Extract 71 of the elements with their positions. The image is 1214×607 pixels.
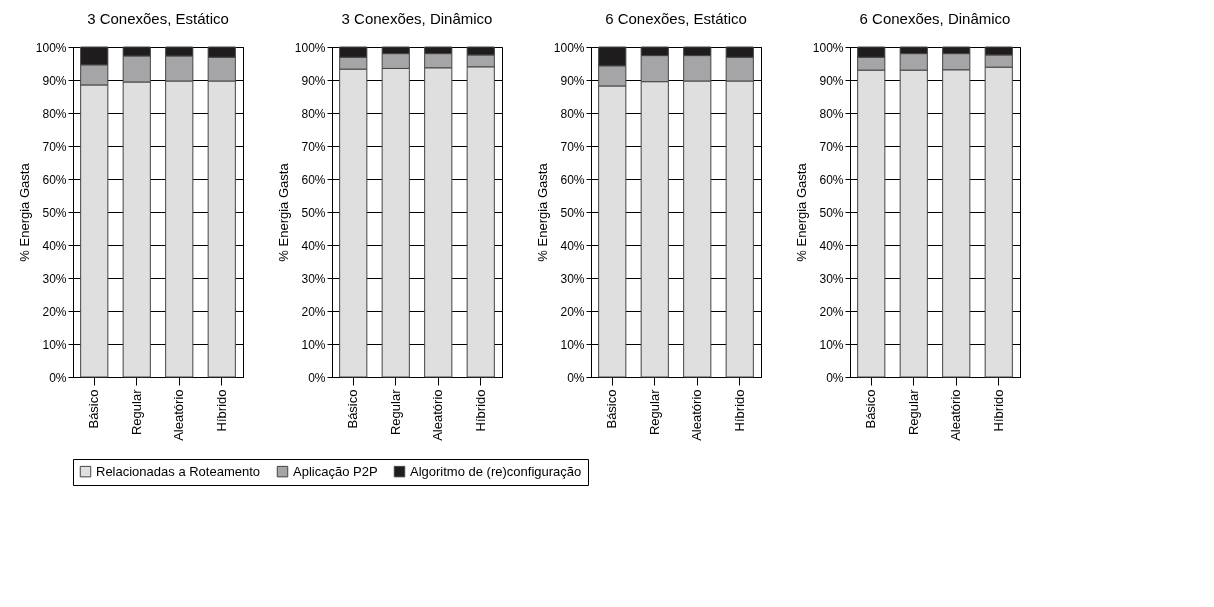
y-tick-label: 50%: [819, 205, 844, 220]
y-tick-label: 90%: [301, 73, 326, 88]
y-tick-label: 80%: [819, 106, 844, 121]
y-tick-label: 30%: [301, 271, 326, 286]
x-tick-label: Básico: [604, 389, 620, 429]
x-tick-label: Híbrido: [213, 389, 229, 432]
x-tick-label: Híbrido: [472, 389, 488, 432]
x-tick-label: Híbrido: [990, 389, 1006, 432]
y-axis-title: % Energia Gasta: [16, 162, 32, 262]
y-tick-label: 40%: [301, 238, 326, 253]
y-tick-label: 40%: [42, 238, 67, 253]
y-tick-label: 70%: [42, 139, 67, 154]
x-tick-label: Básico: [345, 389, 361, 429]
y-tick-label: 50%: [42, 205, 67, 220]
y-tick-label: 60%: [42, 172, 67, 187]
x-tick-label: Regular: [905, 388, 921, 436]
y-tick-label: 90%: [42, 73, 67, 88]
y-tick-label: 60%: [301, 172, 326, 187]
x-tick-label: Básico: [86, 389, 102, 429]
y-tick-label: 30%: [819, 271, 844, 286]
y-tick-label: 100%: [35, 40, 67, 55]
y-axis-title: % Energia Gasta: [275, 162, 291, 262]
y-tick-label: 70%: [301, 139, 326, 154]
x-tick-label: Regular: [128, 388, 144, 436]
y-tick-label: 20%: [301, 304, 326, 319]
y-tick-label: 50%: [560, 205, 585, 220]
legend-label: Algoritmo de (re)configuração: [410, 463, 582, 479]
y-tick-label: 10%: [560, 337, 585, 352]
y-tick-label: 100%: [812, 40, 844, 55]
y-tick-label: 0%: [308, 370, 326, 385]
chart-title: 6 Conexões, Estático: [605, 10, 747, 27]
y-tick-label: 40%: [560, 238, 585, 253]
y-tick-label: 40%: [819, 238, 844, 253]
x-tick-label: Aleatório: [948, 389, 964, 441]
y-tick-label: 0%: [49, 370, 67, 385]
y-tick-label: 80%: [301, 106, 326, 121]
x-tick-label: Aleatório: [689, 389, 705, 441]
y-tick-label: 0%: [826, 370, 844, 385]
y-tick-label: 70%: [560, 139, 585, 154]
y-tick-label: 20%: [42, 304, 67, 319]
x-tick-label: Aleatório: [430, 389, 446, 441]
chart-title: 6 Conexões, Dinâmico: [859, 10, 1011, 27]
y-tick-label: 100%: [294, 40, 326, 55]
y-tick-label: 10%: [819, 337, 844, 352]
y-tick-label: 20%: [560, 304, 585, 319]
x-tick-label: Regular: [646, 388, 662, 436]
chart-title: 3 Conexões, Estático: [87, 10, 229, 27]
y-tick-label: 70%: [819, 139, 844, 154]
y-tick-label: 60%: [819, 172, 844, 187]
legend-label: Relacionadas a Roteamento: [96, 463, 261, 479]
y-tick-label: 90%: [560, 73, 585, 88]
y-tick-label: 20%: [819, 304, 844, 319]
y-tick-label: 80%: [42, 106, 67, 121]
y-tick-label: 30%: [560, 271, 585, 286]
y-tick-label: 90%: [819, 73, 844, 88]
y-tick-label: 0%: [567, 370, 585, 385]
y-tick-label: 80%: [560, 106, 585, 121]
x-tick-label: Básico: [863, 389, 879, 429]
legend-label: Aplicação P2P: [293, 463, 378, 479]
y-tick-label: 30%: [42, 271, 67, 286]
x-tick-label: Aleatório: [171, 389, 187, 441]
x-tick-label: Híbrido: [731, 389, 747, 432]
y-axis-title: % Energia Gasta: [534, 162, 550, 262]
y-tick-label: 50%: [301, 205, 326, 220]
y-tick-label: 10%: [42, 337, 67, 352]
x-tick-label: Regular: [387, 388, 403, 436]
y-tick-label: 100%: [553, 40, 585, 55]
chart-title: 3 Conexões, Dinâmico: [341, 10, 493, 27]
y-tick-label: 10%: [301, 337, 326, 352]
y-tick-label: 60%: [560, 172, 585, 187]
y-axis-title: % Energia Gasta: [793, 162, 809, 262]
